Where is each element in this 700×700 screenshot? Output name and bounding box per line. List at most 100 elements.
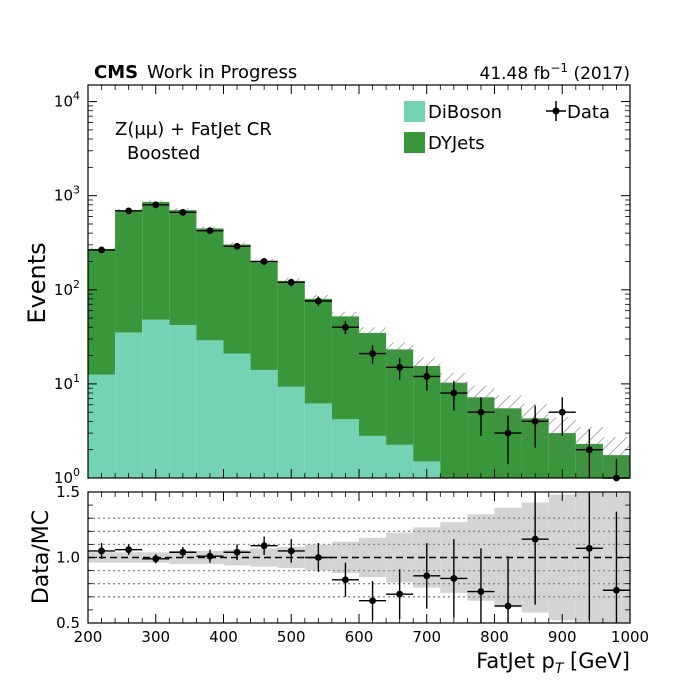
ratio-xtick-label: 1000 [611, 628, 649, 646]
data-point [359, 345, 387, 364]
ratio-xlabel: FatJet pT [GeV] [476, 649, 630, 677]
ratio-marker [233, 548, 241, 556]
diboson-bin [142, 319, 170, 478]
data-marker [125, 207, 133, 215]
ratio-point [223, 544, 251, 561]
data-point [304, 296, 332, 306]
dyjets-bin [223, 244, 251, 354]
data-point [440, 380, 468, 411]
data-marker [342, 323, 349, 331]
data-point [575, 429, 603, 478]
ratio-xtick-label: 400 [209, 628, 238, 646]
data-point [223, 242, 251, 250]
ratio-marker [423, 572, 431, 580]
mc-uncertainty-hatch [386, 342, 414, 359]
main-ytick-label: 102 [54, 278, 80, 299]
ratio-marker [152, 555, 160, 563]
legend: DiBoson DYJets Data [404, 101, 610, 154]
ratio-point [304, 543, 332, 572]
ratio-ytick-label: 1.5 [56, 483, 80, 501]
data-marker [477, 408, 485, 416]
data-point [331, 321, 359, 335]
region-sublabel: Boosted [127, 143, 200, 164]
status-label: Work in Progress [147, 62, 297, 83]
ratio-point [413, 543, 441, 609]
ratio-marker [314, 554, 322, 561]
data-point [386, 357, 414, 380]
ratio-point [359, 581, 387, 621]
region-label: Z(μμ) + FatJet CR [115, 119, 272, 140]
diboson-bin [331, 419, 359, 478]
main-ytick-label: 100 [54, 466, 80, 487]
ratio-marker [450, 575, 458, 582]
ratio-point [196, 549, 224, 563]
ratio-marker [206, 552, 214, 560]
dyjets-bin [115, 210, 143, 333]
data-point [196, 227, 224, 235]
data-marker [287, 278, 295, 286]
diboson-bin [304, 403, 332, 478]
ratio-marker [287, 547, 295, 555]
data-point [88, 246, 116, 254]
data-marker [531, 417, 539, 425]
main-ylabel: Events [23, 242, 51, 323]
ratio-xtick-label: 600 [345, 628, 374, 646]
diboson-bin [250, 370, 278, 478]
ratio-marker [585, 544, 593, 552]
data-point [169, 208, 197, 216]
data-marker [206, 227, 214, 235]
ratio-marker [342, 576, 349, 584]
data-point [467, 397, 495, 436]
data-point [277, 278, 305, 287]
dyjets-bin [277, 280, 305, 387]
lumi-label: 41.48 fb−1 (2017) [480, 61, 631, 84]
data-marker [423, 373, 431, 380]
ratio-ylabel: Data/MC [29, 510, 54, 604]
data-marker [314, 297, 322, 305]
dyjets-bin [250, 261, 278, 371]
ratio-point [386, 569, 414, 620]
ratio-xtick-label: 700 [412, 628, 441, 646]
ratio-marker [613, 586, 620, 594]
ratio-ytick-label: 0.5 [56, 614, 80, 632]
main-plot: 100 101 102 103 104 Events Z(μμ) + FatJet CR… [23, 84, 631, 487]
data-point [494, 415, 522, 465]
data-marker [585, 446, 593, 454]
diboson-bin [223, 353, 251, 478]
data-marker [179, 208, 187, 216]
diboson-bin [386, 444, 414, 478]
data-marker [558, 408, 566, 416]
ratio-marker [477, 588, 485, 595]
mc-uncertainty-hatch [331, 311, 359, 322]
data-marker [260, 258, 268, 265]
ratio-point [115, 544, 143, 555]
main-ytick-label: 104 [54, 90, 80, 111]
data-point [521, 405, 549, 448]
data-point [250, 258, 278, 265]
ratio-point [440, 539, 468, 618]
ratio-plot: 0.5 1.0 1.5 200 300 400 500 600 700 800 900 1000 Da… [29, 483, 649, 677]
ratio-xtick-label: 900 [548, 628, 577, 646]
ratio-marker [98, 547, 105, 555]
ratio-xtick-label: 200 [74, 628, 103, 646]
ratio-xtick-label: 500 [277, 628, 306, 646]
diboson-bin [169, 325, 197, 478]
ratio-point [602, 511, 630, 623]
data-marker [152, 201, 160, 209]
legend-marker-data [546, 101, 566, 121]
ratio-xtick-label: 800 [480, 628, 509, 646]
legend-swatch-dyjets [404, 132, 425, 153]
ratio-marker [125, 546, 133, 554]
ratio-point [142, 554, 170, 564]
ratio-uncertainty-band [115, 552, 143, 563]
dyjets-bin [304, 298, 332, 404]
ratio-point [250, 536, 278, 555]
data-marker [504, 429, 512, 437]
diboson-bin [277, 386, 305, 478]
ratio-marker [531, 535, 539, 543]
ratio-marker [260, 542, 268, 550]
diboson-bin [88, 374, 116, 478]
data-point [413, 365, 441, 391]
ratio-point [575, 492, 603, 621]
